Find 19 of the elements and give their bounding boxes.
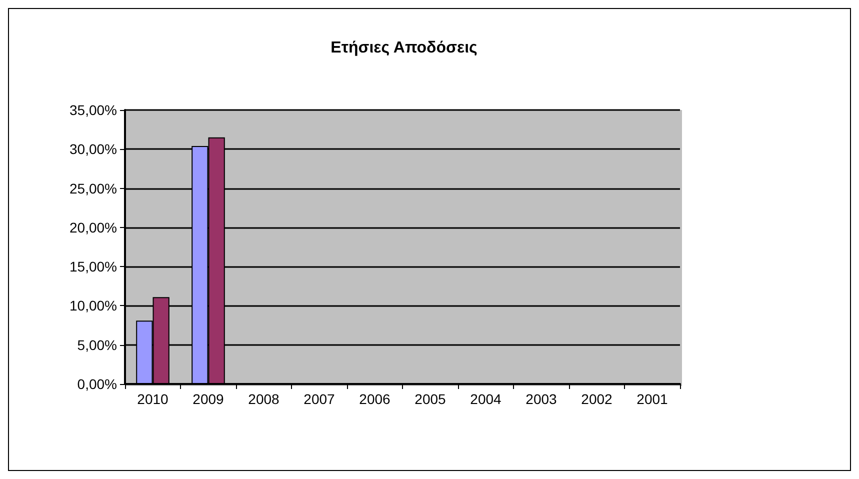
x-tick-label: 2008: [248, 391, 280, 407]
y-tick-label: 35,00%: [70, 102, 117, 118]
y-tick-label: 30,00%: [70, 141, 117, 158]
y-tick-label: 15,00%: [70, 258, 117, 275]
x-tick-label: 2006: [359, 391, 391, 407]
x-tick-label: 2007: [304, 391, 336, 407]
y-tick-label: 0,00%: [77, 376, 117, 392]
chart-title: Ετήσιες Αποδόσεις: [330, 40, 478, 56]
x-tick-label: 2005: [414, 391, 446, 407]
y-tick-label: 25,00%: [70, 180, 117, 196]
x-tick-label: 2009: [192, 391, 224, 407]
x-tick-label: 2002: [581, 391, 613, 407]
x-tick-label: 2001: [636, 391, 668, 407]
y-tick-label: 20,00%: [70, 219, 117, 236]
y-tick-label: 5,00%: [77, 336, 117, 353]
x-tick-label: 2010: [137, 391, 169, 407]
y-tick-label: 10,00%: [70, 298, 117, 314]
x-tick-label: 2004: [470, 391, 502, 407]
x-tick-label: 2003: [526, 391, 558, 407]
